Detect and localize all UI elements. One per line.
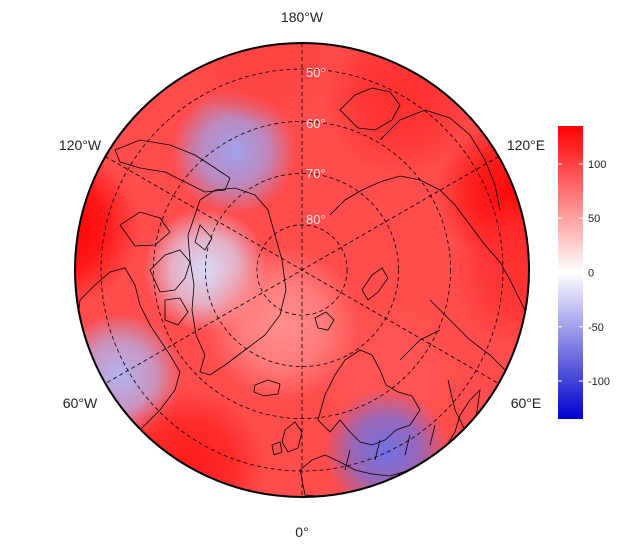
positive-anomaly-patch <box>451 192 529 348</box>
lon-label-180w: 180°W <box>281 9 324 25</box>
latitude-labels: 80° 70° 60° 50° <box>306 65 326 227</box>
colorbar-ticks: 100 50 0 -50 -100 <box>558 159 610 388</box>
map-border <box>74 42 530 498</box>
kamchatka-coast <box>339 87 401 131</box>
colorbar-tick-label: 100 <box>588 159 606 171</box>
meridian-120e-60w <box>105 156 499 384</box>
lat-label-50: 50° <box>306 65 326 80</box>
canadian-archipelago-coast <box>119 211 213 326</box>
lat-circle-60 <box>152 120 452 420</box>
positive-anomaly-patch <box>204 246 361 403</box>
colorbar: 100 50 0 -50 -100 <box>558 126 610 419</box>
positive-anomaly-patch <box>75 149 140 306</box>
lon-label-60e: 60°E <box>511 395 542 411</box>
colorbar-tick-label: -50 <box>588 322 604 334</box>
iceland-coast <box>253 379 281 397</box>
lat-label-70: 70° <box>306 166 326 181</box>
colorbar-tick-label: 0 <box>588 268 594 280</box>
lat-label-60: 60° <box>306 116 326 131</box>
lon-label-120e: 120°E <box>507 137 545 153</box>
eurasia-borders <box>344 109 506 471</box>
longitude-labels: 180°W 0° 120°W 120°E 60°W 60°E <box>59 9 545 540</box>
alaska-coast <box>114 139 231 193</box>
positive-anomaly-patch <box>323 43 480 176</box>
british-isles-coast <box>271 421 303 456</box>
novaya-zemlya-coast <box>361 267 389 301</box>
anomaly-field <box>75 43 529 497</box>
lat-circle-80 <box>256 224 348 316</box>
lon-label-60w: 60°W <box>63 395 98 411</box>
lon-label-0: 0° <box>295 524 308 540</box>
colorbar-bar <box>558 126 583 419</box>
lat-label-80: 80° <box>306 212 326 227</box>
colorbar-tick-label: -100 <box>588 376 610 388</box>
colorbar-tick-label: 50 <box>588 213 600 225</box>
scandinavia-coast <box>317 349 421 446</box>
siberia-coast <box>329 175 529 321</box>
svalbard-coast <box>314 311 335 331</box>
greenland-coast <box>187 187 287 376</box>
lat-circle-70 <box>204 172 399 367</box>
graticule <box>100 43 504 497</box>
lon-label-120w: 120°W <box>59 137 102 153</box>
